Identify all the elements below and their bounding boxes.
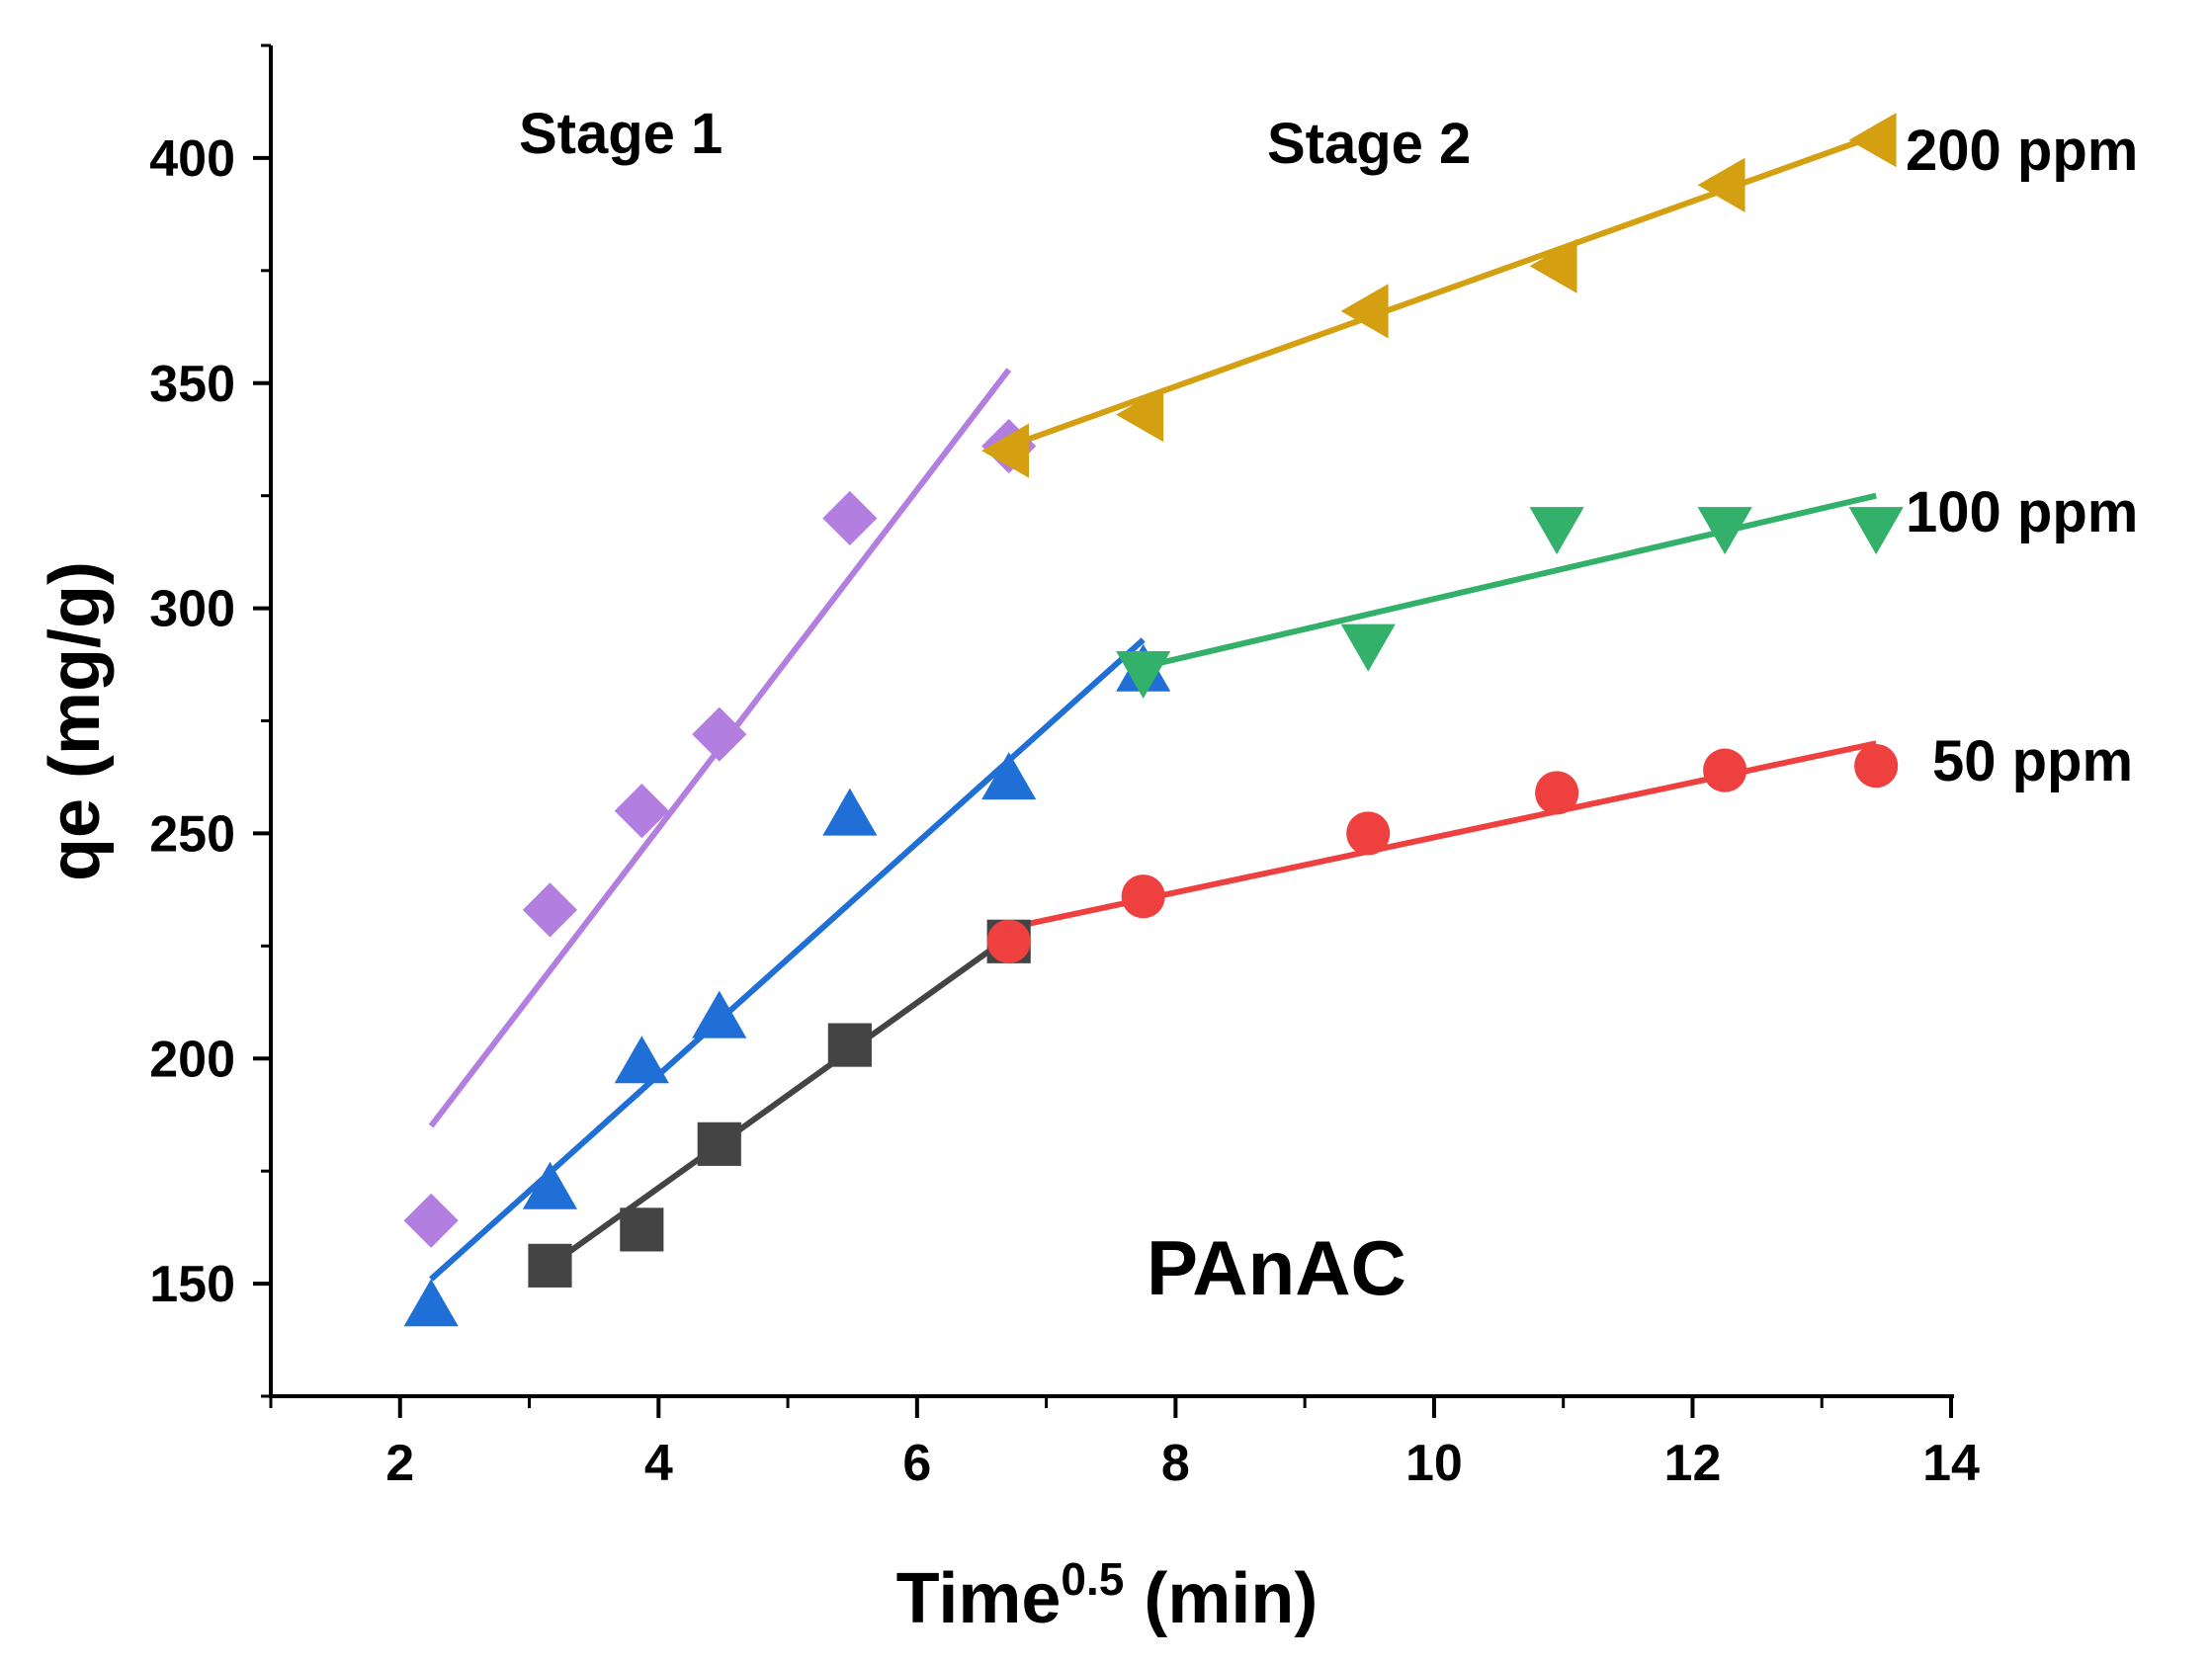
point-s5-5 [1854, 743, 1899, 789]
point-s5-3 [1535, 771, 1579, 815]
stage-2-label: Stage 2 [1267, 112, 1471, 176]
point-s5-4 [1703, 748, 1747, 792]
point-s0-1 [522, 882, 578, 938]
point-s3-1 [1116, 387, 1164, 443]
point-s1-3 [692, 990, 747, 1039]
ticks: 2 4 6 8 10 12 14 150 200 250 300 350 400 [149, 43, 1980, 1492]
y-tick-label-400: 400 [149, 130, 235, 188]
stage-1-label: Stage 1 [519, 102, 723, 166]
point-s1-1 [522, 1161, 578, 1209]
fit-line-2 [548, 934, 1011, 1269]
point-s4-2 [1529, 507, 1584, 555]
point-s0-2 [614, 784, 669, 839]
x-axis-title-sup: 0.5 [1061, 1553, 1124, 1605]
y-tick-label-250: 250 [149, 805, 235, 863]
fit-lines [428, 132, 1878, 1282]
point-s2-2 [697, 1122, 741, 1166]
y-tick-label-300: 300 [149, 581, 235, 638]
x-tick-label-6: 6 [902, 1435, 931, 1492]
label-200-ppm: 200 ppm [1906, 119, 2138, 183]
y-tick-label-200: 200 [149, 1031, 235, 1088]
point-s4-4 [1848, 507, 1904, 555]
data-markers [403, 113, 1904, 1327]
y-tick-label-350: 350 [149, 356, 235, 413]
point-s5-2 [1346, 811, 1391, 856]
label-50-ppm: 50 ppm [1932, 729, 2133, 793]
point-s3-5 [1848, 113, 1897, 168]
fit-line-4 [1143, 492, 1877, 670]
point-s4-3 [1697, 507, 1752, 555]
point-s1-4 [822, 788, 878, 836]
point-s1-0 [403, 1279, 459, 1327]
label-100-ppm: 100 ppm [1906, 480, 2138, 544]
point-s1-2 [614, 1036, 669, 1084]
point-s4-1 [1340, 624, 1396, 672]
point-s0-4 [822, 490, 878, 546]
x-tick-label-10: 10 [1405, 1435, 1463, 1492]
point-s2-0 [528, 1243, 572, 1288]
x-axis-title: Time0.5 (min) [896, 1553, 1319, 1638]
x-tick-label-14: 14 [1922, 1435, 1980, 1492]
x-tick-label-8: 8 [1161, 1435, 1190, 1492]
x-tick-label-4: 4 [644, 1435, 673, 1492]
x-axis-title-base: Time [896, 1559, 1062, 1638]
y-tick-label-150: 150 [149, 1256, 235, 1313]
x-axis-title-suffix: (min) [1124, 1559, 1318, 1638]
point-s5-0 [986, 919, 1031, 963]
point-s1-5 [981, 752, 1037, 800]
axes [269, 45, 1954, 1398]
material-label: PAnAC [1147, 1224, 1406, 1311]
point-s2-3 [827, 1023, 872, 1067]
point-s3-4 [1697, 157, 1745, 212]
x-tick-label-12: 12 [1664, 1435, 1722, 1492]
point-s4-0 [1116, 650, 1171, 699]
point-s3-2 [1340, 284, 1389, 339]
point-s2-1 [620, 1207, 664, 1252]
fit-line-3 [1007, 132, 1878, 450]
x-tick-label-2: 2 [385, 1435, 414, 1492]
point-s3-0 [981, 423, 1030, 478]
point-s5-1 [1121, 874, 1165, 919]
point-s0-3 [692, 707, 747, 762]
y-axis-title: qe (mg/g) [36, 561, 115, 881]
point-s3-3 [1529, 238, 1577, 293]
point-s0-0 [403, 1193, 459, 1248]
